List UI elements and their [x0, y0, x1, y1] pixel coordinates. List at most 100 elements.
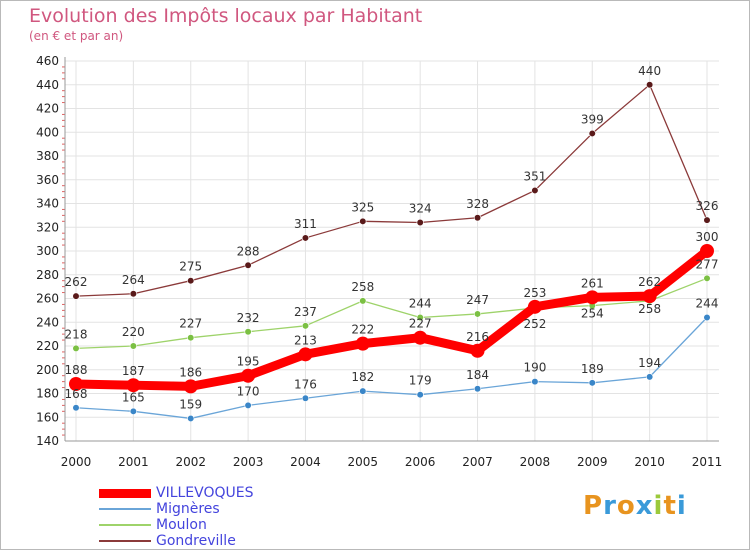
- legend-swatch: [99, 489, 151, 498]
- proxiti-logo: Proxiti: [583, 491, 687, 521]
- data-point-villevoques: [241, 368, 256, 383]
- data-label-villevoques: 195: [237, 355, 260, 369]
- data-point-gondreville: [646, 81, 654, 89]
- y-tick-label: 380: [36, 149, 59, 163]
- data-label-villevoques: 213: [294, 333, 317, 347]
- data-label-villevoques: 227: [409, 317, 432, 331]
- series-line-villevoques: [71, 246, 712, 391]
- data-point-migneres: [72, 404, 80, 412]
- data-label-moulon: 247: [466, 293, 489, 307]
- data-point-migneres: [187, 414, 195, 423]
- legend-label: Moulon: [156, 517, 207, 533]
- data-label-villevoques: 216: [466, 330, 489, 344]
- data-point-moulon: [416, 313, 424, 322]
- data-label-moulon: 237: [294, 305, 317, 319]
- data-point-migneres: [531, 378, 539, 386]
- logo-letter: i: [653, 491, 664, 521]
- data-point-migneres: [359, 387, 367, 395]
- x-tick-label: 2009: [577, 455, 608, 469]
- y-tick-label: 440: [36, 78, 59, 92]
- data-point-migneres: [244, 401, 252, 409]
- legend-item-gondreville: Gondreville: [99, 533, 319, 549]
- data-label-moulon: 218: [65, 327, 88, 341]
- data-point-villevoques: [700, 244, 714, 258]
- data-point-migneres: [301, 394, 310, 402]
- legend-label: Mignères: [156, 501, 220, 517]
- y-tick-label: 140: [36, 434, 59, 448]
- x-tick-label: 2005: [348, 455, 379, 469]
- data-label-villevoques: 222: [351, 323, 374, 337]
- data-point-gondreville: [187, 277, 195, 285]
- data-label-moulon: 254: [581, 307, 604, 321]
- y-tick-label: 420: [36, 102, 59, 116]
- x-tick-label: 2000: [61, 455, 92, 469]
- data-label-migneres: 168: [65, 387, 88, 401]
- data-point-migneres: [416, 391, 424, 399]
- logo-letter: P: [583, 491, 604, 521]
- x-tick-label: 2011: [692, 455, 723, 469]
- data-label-villevoques: 253: [523, 286, 546, 300]
- data-label-migneres: 176: [294, 377, 317, 391]
- x-tick-label: 2003: [233, 455, 264, 469]
- data-label-gondreville: 264: [122, 273, 145, 287]
- data-point-villevoques: [355, 336, 370, 351]
- data-label-gondreville: 399: [581, 112, 604, 126]
- x-tick-label: 2007: [462, 455, 493, 469]
- data-point-villevoques: [642, 289, 657, 304]
- series: [69, 81, 714, 423]
- data-label-villevoques: 186: [179, 365, 202, 379]
- data-label-migneres: 170: [237, 384, 260, 398]
- data-label-villevoques: 261: [581, 276, 604, 290]
- x-tick-label: 2002: [175, 455, 206, 469]
- data-point-villevoques: [585, 290, 600, 305]
- data-label-villevoques: 300: [696, 230, 719, 244]
- legend-label: Gondreville: [156, 533, 236, 549]
- data-point-moulon: [301, 322, 310, 330]
- data-label-moulon: 220: [122, 325, 145, 339]
- data-label-villevoques: 188: [65, 363, 88, 377]
- data-label-moulon: 258: [638, 302, 661, 316]
- data-point-migneres: [588, 379, 596, 387]
- data-point-gondreville: [359, 217, 367, 225]
- y-tick-label: 160: [36, 410, 59, 424]
- data-point-moulon: [473, 310, 482, 318]
- data-label-gondreville: 351: [523, 169, 546, 183]
- legend-label: VILLEVOQUES: [156, 485, 254, 501]
- logo-letter: r: [603, 491, 617, 521]
- data-point-moulon: [129, 342, 137, 350]
- data-point-migneres: [129, 407, 137, 415]
- data-point-gondreville: [588, 129, 596, 138]
- y-tick-label: 200: [36, 363, 59, 377]
- y-tick-label: 260: [36, 292, 59, 306]
- y-tick-label: 320: [36, 220, 59, 234]
- data-label-gondreville: 326: [696, 199, 719, 213]
- data-point-migneres: [473, 385, 482, 393]
- y-tick-label: 240: [36, 315, 59, 329]
- chart-subtitle: (en € et par an): [29, 29, 124, 43]
- data-label-migneres: 190: [523, 361, 546, 375]
- data-point-villevoques: [470, 343, 485, 358]
- axes: 140 160 180 200 220 240 260 280 300 320 340 360 380 4…: [36, 54, 722, 469]
- series-line-migneres: [75, 316, 708, 420]
- data-label-villevoques: 187: [122, 364, 145, 378]
- data-point-gondreville: [301, 234, 310, 242]
- x-tick-label: 2004: [290, 455, 321, 469]
- data-point-villevoques: [413, 330, 428, 345]
- data-label-moulon: 252: [523, 317, 546, 331]
- legend-swatch: [99, 524, 151, 526]
- data-point-migneres: [646, 373, 654, 381]
- data-label-migneres: 182: [351, 370, 374, 384]
- legend-swatch: [99, 540, 151, 542]
- legend-item-moulon: Moulon: [99, 517, 319, 533]
- data-point-gondreville: [531, 186, 539, 195]
- data-label-migneres: 194: [638, 356, 661, 370]
- x-tick-label: 2006: [405, 455, 436, 469]
- data-point-moulon: [72, 344, 80, 352]
- chart-title: Evolution des Impôts locaux par Habitant: [29, 5, 423, 27]
- y-tick-label: 280: [36, 268, 59, 282]
- data-label-gondreville: 288: [237, 244, 260, 258]
- logo-letter: o: [616, 491, 636, 521]
- series-line-moulon: [75, 277, 708, 350]
- data-label-moulon: 244: [409, 297, 432, 311]
